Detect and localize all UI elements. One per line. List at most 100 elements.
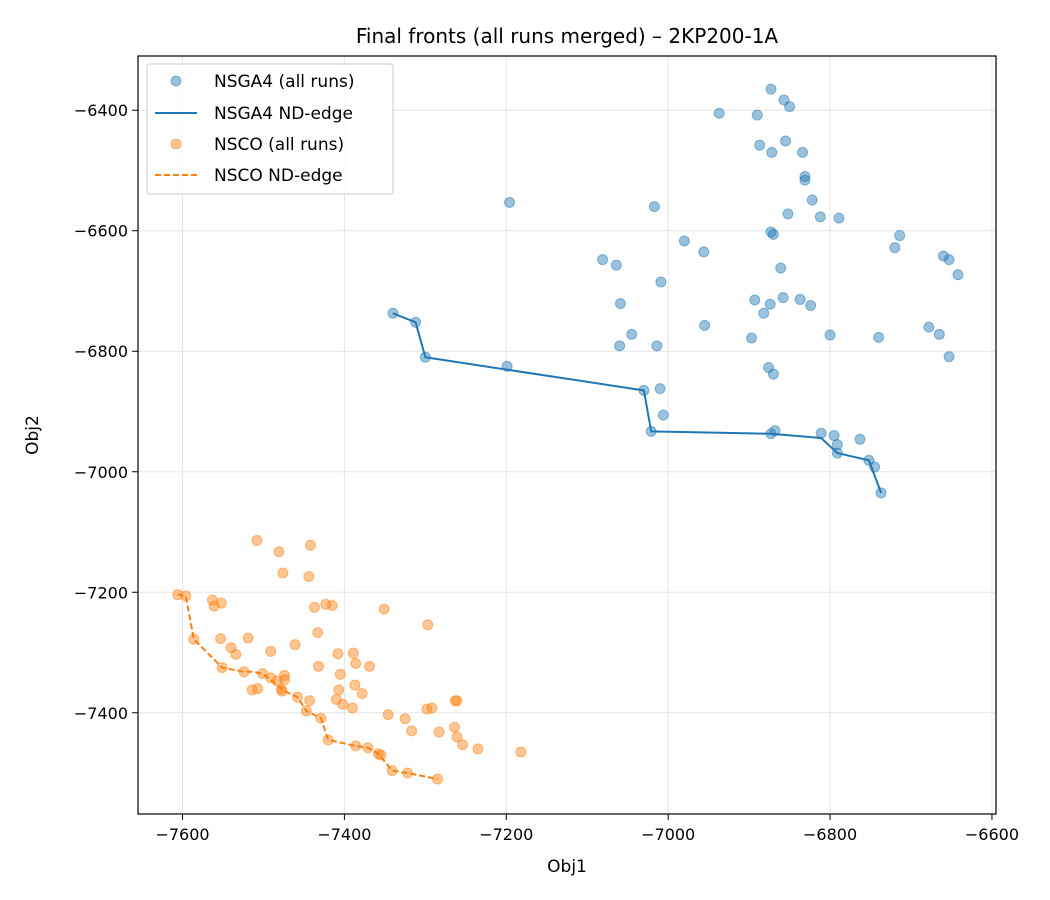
nsga4-all-runs-points bbox=[387, 83, 964, 499]
data-point bbox=[448, 721, 460, 733]
data-point bbox=[923, 321, 935, 333]
data-point bbox=[775, 262, 787, 274]
data-point bbox=[422, 619, 434, 631]
data-point bbox=[363, 660, 375, 672]
data-point bbox=[746, 332, 758, 344]
data-point bbox=[597, 254, 609, 266]
data-point bbox=[780, 135, 792, 147]
data-point bbox=[777, 292, 789, 304]
data-point bbox=[806, 194, 818, 206]
data-point bbox=[215, 633, 227, 645]
y-tick-label: −7200 bbox=[74, 583, 128, 602]
data-point bbox=[651, 340, 663, 352]
data-point bbox=[356, 687, 368, 699]
data-point bbox=[657, 409, 669, 421]
data-point bbox=[304, 695, 316, 707]
data-point bbox=[933, 328, 945, 340]
data-point bbox=[889, 242, 901, 254]
chart-title: Final fronts (all runs merged) – 2KP200-… bbox=[356, 24, 779, 48]
data-point bbox=[828, 430, 840, 442]
data-point bbox=[699, 319, 711, 331]
data-point bbox=[349, 679, 361, 691]
nsco-nd-edge-line bbox=[177, 593, 438, 781]
data-point bbox=[766, 146, 778, 158]
data-point bbox=[433, 726, 445, 738]
data-point bbox=[406, 725, 418, 737]
data-point bbox=[347, 702, 358, 714]
data-point bbox=[230, 648, 242, 660]
nsga4-nd-edge-line bbox=[392, 312, 882, 494]
data-point bbox=[626, 328, 638, 340]
x-tick-label: −7200 bbox=[479, 825, 533, 844]
data-point bbox=[378, 603, 390, 615]
data-point bbox=[767, 228, 779, 240]
data-point bbox=[805, 299, 817, 311]
data-point bbox=[242, 632, 254, 644]
data-point bbox=[457, 739, 469, 751]
data-point bbox=[610, 259, 622, 271]
data-point bbox=[289, 639, 301, 651]
data-point bbox=[797, 146, 809, 158]
data-point bbox=[767, 368, 779, 380]
legend-marker-nsco-scatter bbox=[170, 138, 182, 150]
data-point bbox=[451, 731, 463, 743]
data-point bbox=[943, 351, 955, 363]
data-point bbox=[337, 698, 349, 710]
axis-ticks: −7600 −7400 −7200 −7000 −6800 −6600 −6400 −6600… bbox=[74, 101, 1019, 844]
data-point bbox=[799, 171, 811, 183]
legend-label-nsco-scatter: NSCO (all runs) bbox=[214, 135, 344, 155]
data-point bbox=[347, 647, 359, 659]
x-tick-label: −6600 bbox=[965, 825, 1019, 844]
data-point bbox=[515, 746, 527, 758]
data-point bbox=[326, 600, 338, 612]
data-point bbox=[943, 254, 955, 266]
nsco-all-runs-points bbox=[172, 534, 527, 785]
data-point bbox=[399, 713, 411, 725]
data-point bbox=[698, 246, 710, 258]
data-point bbox=[322, 734, 334, 746]
data-point bbox=[279, 674, 291, 686]
data-point bbox=[782, 208, 794, 220]
data-point bbox=[655, 276, 667, 288]
data-point bbox=[333, 684, 345, 696]
data-point bbox=[754, 139, 766, 151]
data-point bbox=[208, 600, 220, 612]
plot-area bbox=[172, 83, 964, 785]
legend-label-nsga4-line: NSGA4 ND-edge bbox=[214, 104, 353, 124]
data-point bbox=[308, 601, 320, 613]
data-point bbox=[332, 648, 344, 660]
data-point bbox=[815, 427, 827, 439]
gridlines bbox=[138, 56, 996, 814]
x-tick-label: −7400 bbox=[317, 825, 371, 844]
data-point bbox=[277, 567, 289, 579]
x-tick-label: −7600 bbox=[155, 825, 209, 844]
data-point bbox=[614, 340, 626, 352]
data-point bbox=[713, 107, 725, 119]
y-tick-label: −6400 bbox=[74, 101, 128, 120]
data-point bbox=[952, 269, 964, 281]
data-point bbox=[350, 657, 362, 669]
y-tick-label: −7000 bbox=[74, 463, 128, 482]
data-point bbox=[751, 109, 763, 121]
data-point bbox=[937, 250, 949, 262]
legend-label-nsga4-scatter: NSGA4 (all runs) bbox=[214, 72, 354, 92]
legend-label-nsco-line: NSCO ND-edge bbox=[214, 166, 343, 186]
data-point bbox=[854, 433, 866, 445]
data-point bbox=[451, 695, 463, 707]
x-tick-label: −6800 bbox=[803, 825, 857, 844]
data-point bbox=[799, 174, 811, 186]
y-tick-label: −6600 bbox=[74, 222, 128, 241]
x-axis-label: Obj1 bbox=[547, 857, 587, 877]
data-point bbox=[279, 669, 291, 681]
data-point bbox=[614, 298, 626, 310]
data-point bbox=[758, 307, 770, 319]
data-point bbox=[334, 668, 346, 680]
data-point bbox=[814, 211, 826, 223]
data-point bbox=[273, 546, 285, 558]
y-tick-label: −7400 bbox=[74, 704, 128, 723]
data-point bbox=[313, 660, 325, 672]
data-point bbox=[749, 294, 761, 306]
y-axis-label: Obj2 bbox=[23, 415, 43, 455]
legend: NSGA4 (all runs) NSGA4 ND-edge NSCO (all… bbox=[146, 63, 394, 195]
